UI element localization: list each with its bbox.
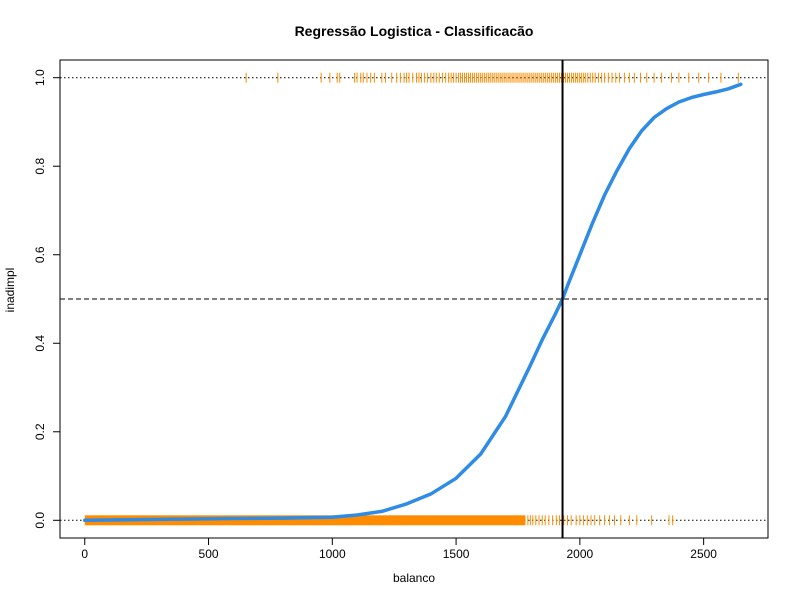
x-axis: 0 500 1000 1500 2000 2500: [81, 537, 717, 561]
data-rugs: [84, 72, 739, 526]
reference-lines: [60, 77, 768, 521]
logistic-curve: [83, 82, 743, 523]
logistic-curve-layer: [83, 60, 743, 538]
y-tick-label: 0.4: [33, 335, 47, 352]
y-tick-label: 1.0: [33, 69, 47, 86]
rug-band-y0: [84, 515, 526, 526]
y-axis: 0.0 0.2 0.4 0.6 0.8 1.0: [33, 69, 61, 529]
x-tick-label: 1000: [319, 547, 346, 561]
y-tick-label: 0.8: [33, 158, 47, 175]
y-axis-label: inadimpl: [3, 268, 17, 313]
x-axis-label: balanco: [393, 571, 435, 585]
y-tick-label: 0.2: [33, 423, 47, 440]
y-tick-label: 0.6: [33, 246, 47, 263]
x-tick-label: 2500: [690, 547, 717, 561]
y-tick-label: 0.0: [33, 512, 47, 529]
x-tick-label: 0: [81, 547, 88, 561]
x-tick-label: 1500: [443, 547, 470, 561]
x-tick-label: 2000: [567, 547, 594, 561]
x-tick-label: 500: [199, 547, 219, 561]
chart-title: Regressão Logistica - Classificacão: [295, 23, 534, 39]
